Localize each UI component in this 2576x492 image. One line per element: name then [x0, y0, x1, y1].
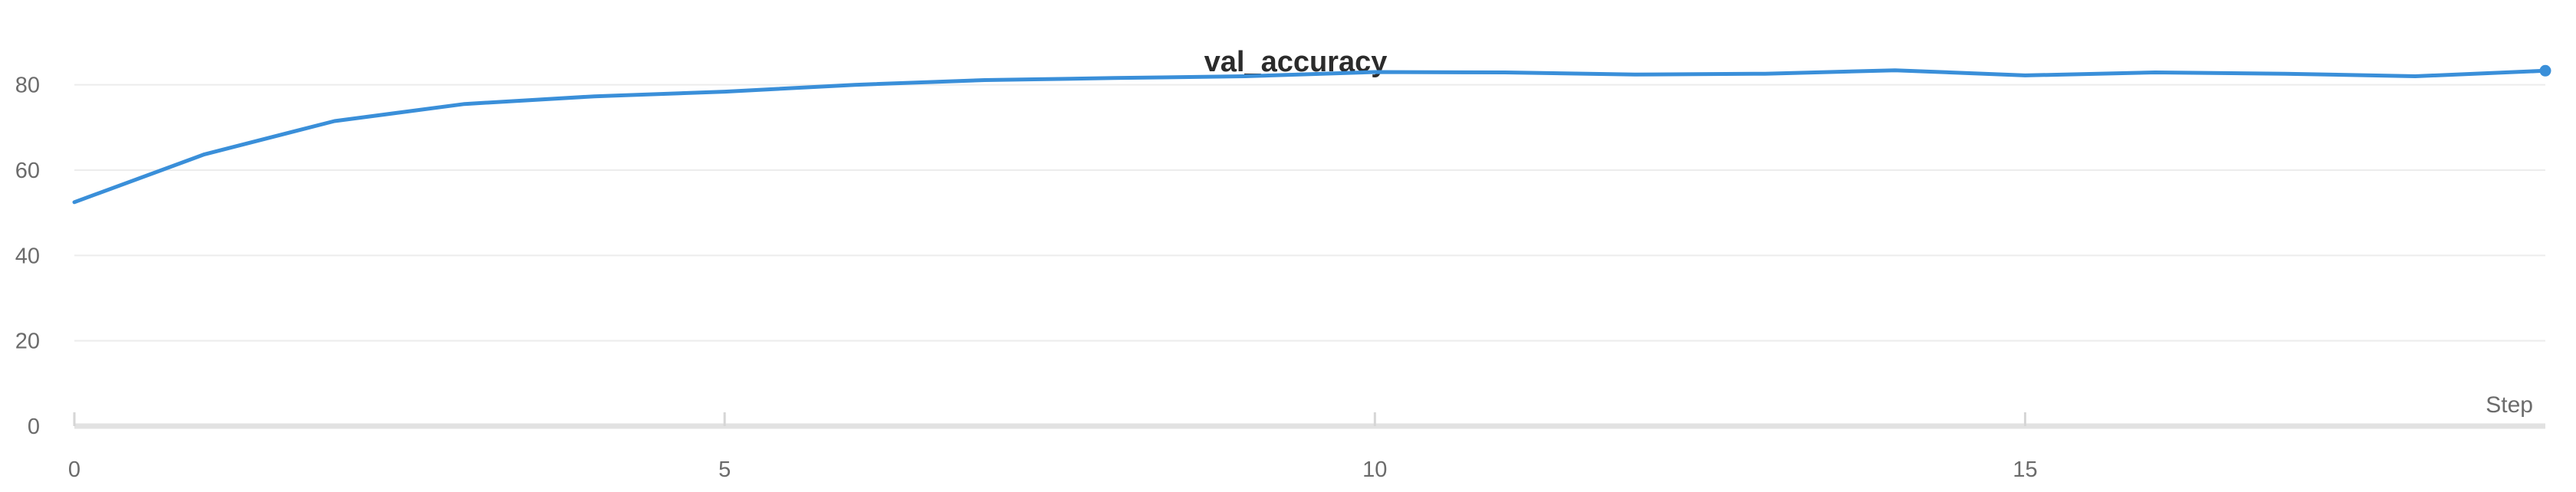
- series-endpoint-marker: [2539, 64, 2551, 77]
- y-tick-label-60: 60: [15, 159, 40, 183]
- gridlines: [74, 84, 2545, 342]
- y-tick-label-80: 80: [15, 74, 40, 98]
- x-tick-label-5: 5: [718, 458, 731, 482]
- series-group: [72, 64, 2551, 205]
- x-tick-label-10: 10: [1362, 458, 1387, 482]
- series-line-0: [72, 68, 2548, 205]
- y-axis-ticks: 0 20 40 60 80: [15, 74, 40, 439]
- x-tick-label-15: 15: [2013, 458, 2037, 482]
- y-tick-label-20: 20: [15, 330, 40, 354]
- x-tick-label-0: 0: [68, 458, 80, 482]
- x-axis-ticks: 0 5 10 15: [68, 412, 2038, 482]
- y-tick-label-0: 0: [28, 415, 40, 439]
- y-tick-label-40: 40: [15, 244, 40, 268]
- x-axis-label: Step: [2486, 392, 2533, 418]
